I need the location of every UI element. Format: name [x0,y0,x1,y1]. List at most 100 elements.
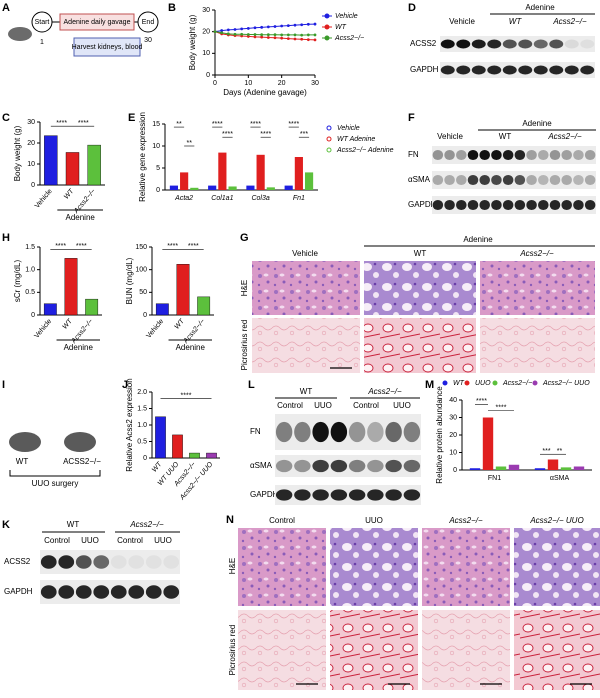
panel-n: N Control UUO Acss2−/− Acss2−/− UUO H&E … [226,514,600,690]
y-tick-label: 15 [152,121,160,128]
significance-label: ** [176,121,182,128]
bar [64,258,78,316]
blot-band [584,149,596,161]
y-tick-label: 1.0 [137,422,147,429]
blot-band [330,421,348,443]
blot-band [145,585,162,599]
blot-band [93,555,110,569]
data-point [253,26,257,30]
genotype-label: Acss2−/− [129,520,164,529]
y-tick-label: 30 [27,119,35,126]
data-point [300,37,304,41]
legend-marker [324,35,330,41]
start-label: Start [35,19,50,26]
lane-label: Vehicle [449,17,475,26]
y-tick-label: 0.5 [137,438,147,445]
x-tick-label: FN1 [488,475,501,482]
column-label: UUO [365,516,383,525]
blot-band [549,65,564,75]
group-label: Adenine [64,343,94,352]
group-label: Adenine [522,119,552,128]
column-label: Vehicle [292,249,318,258]
blot-band [502,149,514,161]
data-point [226,28,230,32]
legend-marker [464,380,470,386]
panel-letter: D [408,2,416,14]
lane-label: Vehicle [437,132,463,141]
data-point [306,38,310,42]
significance-label: **** [222,131,233,138]
bar [85,298,99,316]
y-tick-label: 20 [449,432,457,439]
y-axis-title: Relative gene expression [138,112,147,202]
blot-band [580,65,595,75]
blot-band [526,149,537,161]
harvest-box [73,37,141,57]
significance-label: **** [56,120,67,127]
blot-band [456,174,467,186]
data-point [220,29,224,32]
blot-band [514,174,526,186]
y-tick-label: 100 [135,267,147,274]
panel-letter: C [2,112,10,124]
blot-band [580,39,595,49]
panel-letter: G [240,232,249,244]
panel-letter: I [2,379,5,391]
data-point [300,33,304,37]
lane-label: UUO [314,401,332,410]
data-point [266,36,270,39]
genotype-label: WT [300,387,313,396]
start-circle [31,11,53,33]
blot-band [561,174,572,186]
y-tick-label: 1.5 [25,244,35,251]
y-tick-label: 10 [152,143,160,150]
data-point [273,36,277,40]
blot-band [471,65,486,75]
column-label: WT [414,249,427,258]
significance-label: ** [187,140,193,147]
legend-marker [492,380,498,386]
bar [189,452,200,459]
panel-d: D Adenine Vehicle WT Acss2−/− ACSS2 GAPD… [408,2,595,74]
data-point [240,27,244,31]
blot-band [275,421,293,443]
bar [43,303,57,316]
group-label: Adenine [525,3,555,12]
panel-g: G Adenine Vehicle WT Acss2−/− H&E Picros… [240,232,595,373]
legend-marker [442,380,448,386]
blot-band [348,489,366,501]
blot-band [275,489,293,501]
blot-band [110,555,127,569]
blot-band [128,555,145,569]
column-label: Acss2−/− UUO [529,516,583,525]
significance-label: **** [167,243,178,250]
genotype-label: Acss2−/− [367,387,402,396]
blot-band [584,174,596,186]
blot-band [58,585,75,599]
blot-band [432,149,444,161]
blot-band [549,149,561,161]
mouse-label: ACSS2−/− [63,457,101,466]
significance-label: **** [260,131,271,138]
blot-band [549,174,561,186]
blot-band [514,149,526,161]
data-point [266,33,270,37]
bar [482,417,494,470]
bar [197,296,211,316]
blot-band [467,199,479,211]
blot-band [128,585,145,599]
data-point [313,33,317,37]
lane-label: Acss2−/− [552,17,587,26]
data-point [253,35,257,39]
data-point [233,28,237,31]
bar [176,264,190,316]
row-label: GAPDH [250,490,279,499]
panel-i: I WT ACSS2−/− UUO surgery [2,379,101,488]
panel-letter: N [226,514,234,526]
y-axis-title: Body weight (g) [13,125,22,181]
y-tick-label: 10 [27,161,35,168]
y-tick-label: 1.0 [25,267,35,274]
x-tick-label: Acss2−/− [70,318,95,346]
